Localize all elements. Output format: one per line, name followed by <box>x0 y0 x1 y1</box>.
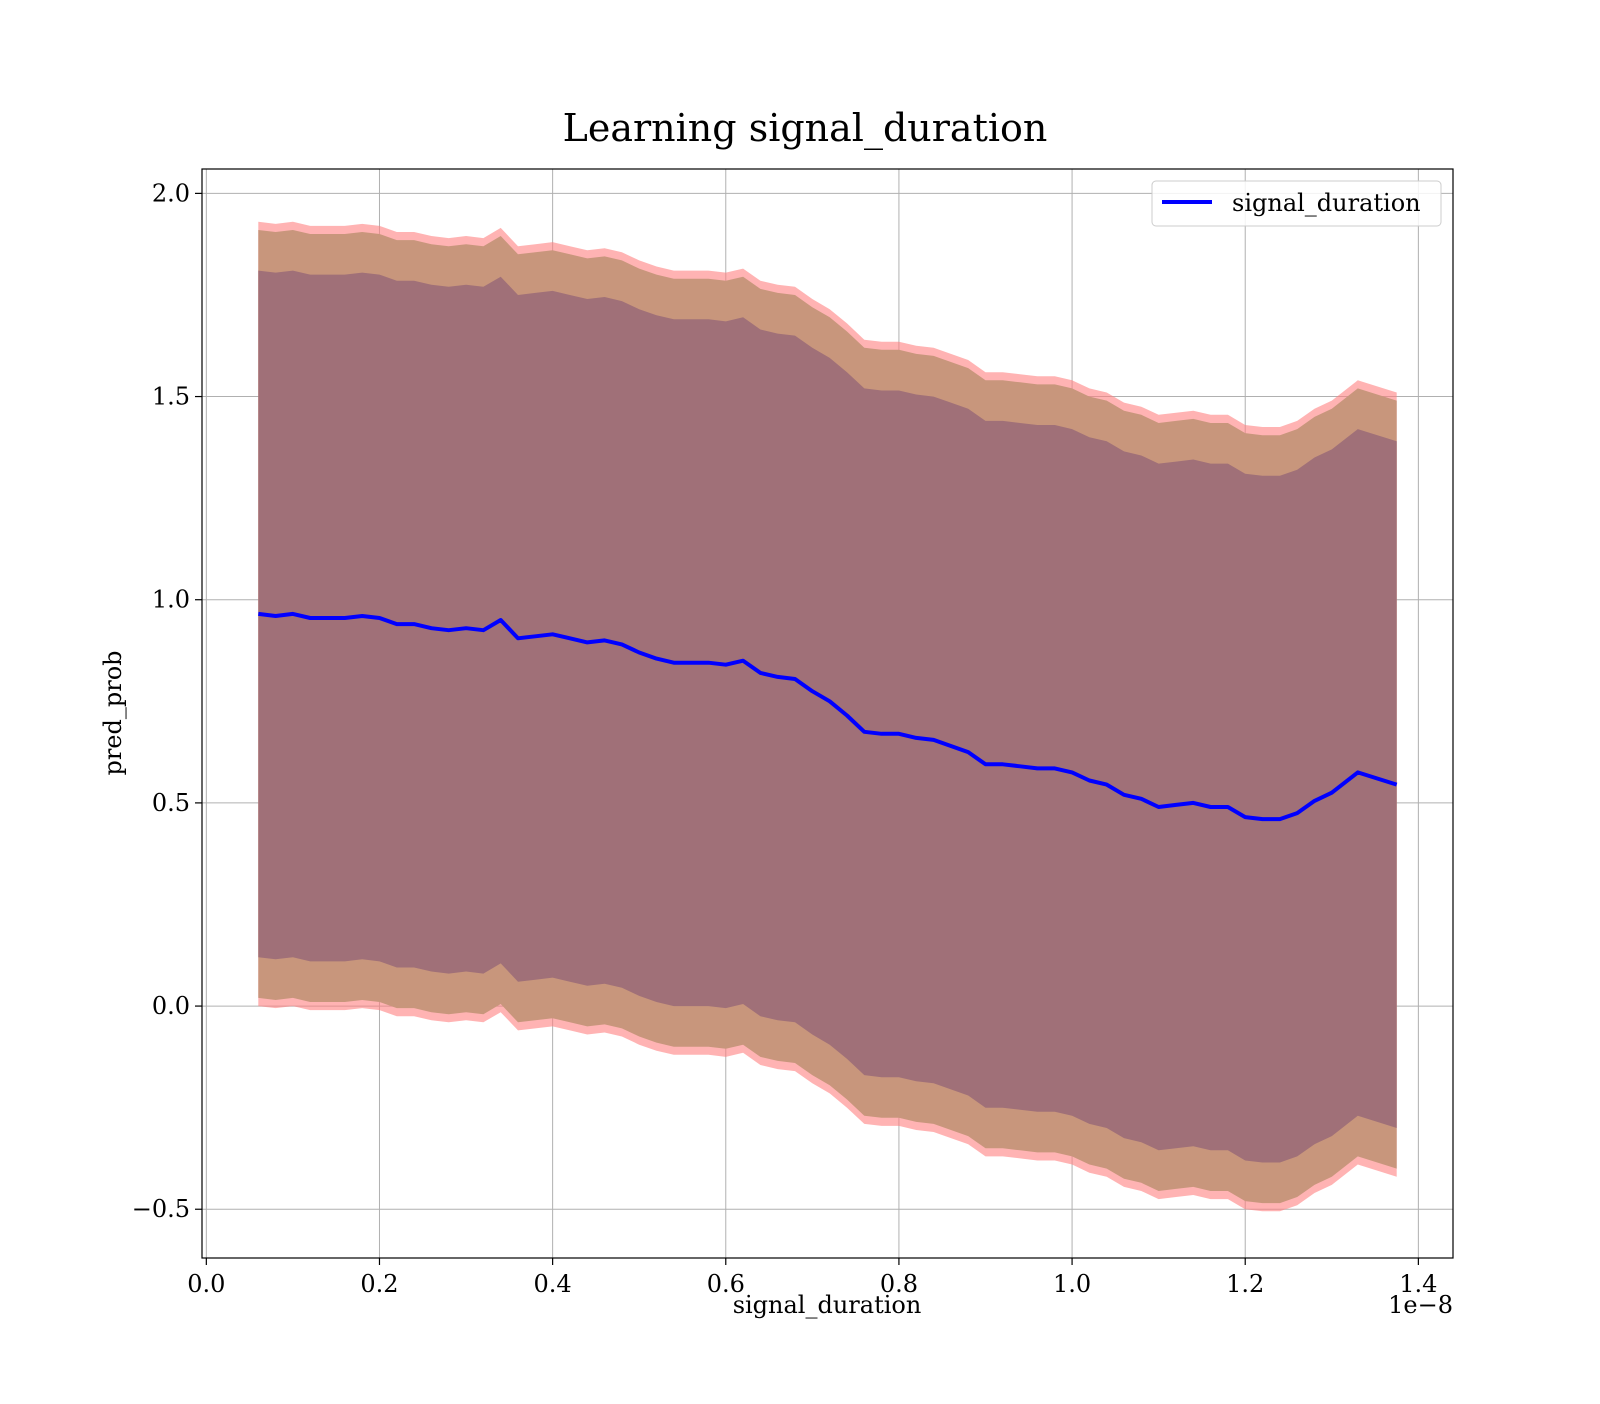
y-tick-label: 1.0 <box>152 586 190 614</box>
ticks: 0.0 0.2 0.4 0.6 0.8 1.0 1.2 1.4 −0.5 0.0 0.5 1.0 1.5… <box>132 179 1438 1298</box>
legend-label: signal_duration <box>1232 189 1421 217</box>
y-axis-label: pred_prob <box>99 650 127 775</box>
y-tick-label: 0.5 <box>152 789 190 817</box>
bands <box>258 221 1397 1212</box>
x-tick-label: 0.8 <box>880 1270 918 1298</box>
x-tick-label: 0.4 <box>534 1270 572 1298</box>
y-tick-label: 2.0 <box>152 179 190 207</box>
x-tick-label: 0.0 <box>187 1270 225 1298</box>
series-lines <box>258 611 1398 822</box>
series-line-signal-duration <box>258 611 1398 822</box>
x-tick-label: 0.2 <box>360 1270 398 1298</box>
y-tick-label: 1.5 <box>152 383 190 411</box>
inner-confidence-band <box>258 270 1397 1163</box>
y-tick-label: −0.5 <box>132 1195 190 1223</box>
chart-title: Learning signal_duration <box>563 106 1048 151</box>
legend-box <box>1151 180 1442 227</box>
x-tick-label: 1.0 <box>1053 1270 1091 1298</box>
x-tick-label: 1.2 <box>1226 1270 1264 1298</box>
y-tick-label: 0.0 <box>152 992 190 1020</box>
legend: signal_duration <box>1151 180 1442 227</box>
x-tick-label: 1.4 <box>1399 1270 1437 1298</box>
plot-frame <box>201 168 1454 1259</box>
x-tick-label: 0.6 <box>707 1270 745 1298</box>
x-axis-offset-label: 1e−8 <box>1388 1291 1453 1319</box>
x-axis-label: signal_duration <box>733 1291 922 1319</box>
